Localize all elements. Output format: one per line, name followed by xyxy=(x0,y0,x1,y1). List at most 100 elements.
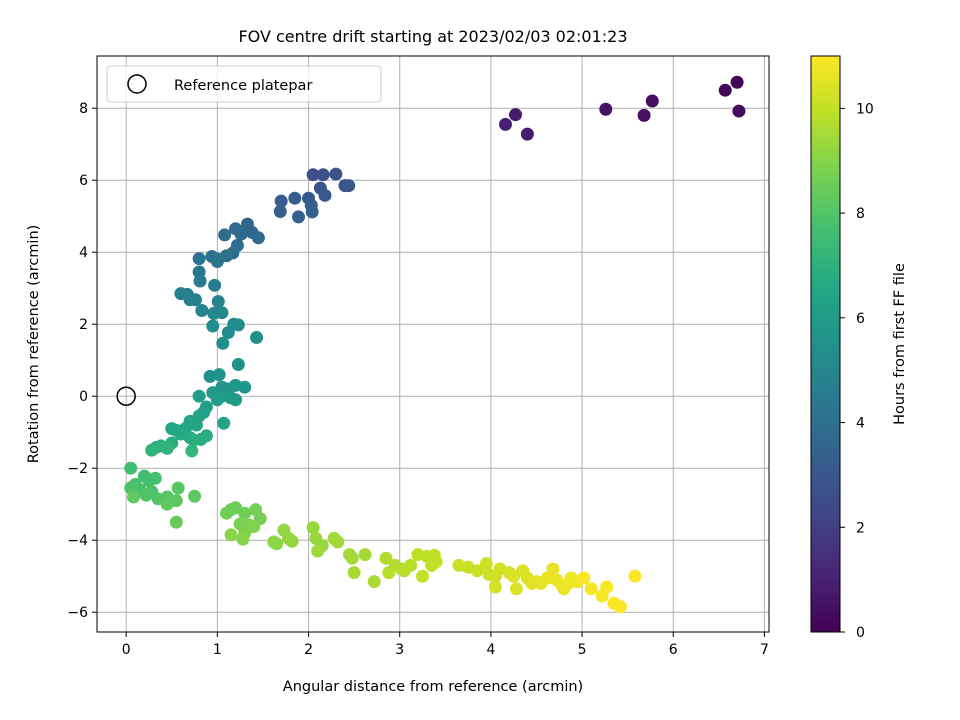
data-point xyxy=(188,489,202,503)
data-point xyxy=(277,523,291,537)
data-point xyxy=(212,368,226,382)
x-axis-label: Angular distance from reference (arcmin) xyxy=(283,679,583,695)
data-point xyxy=(509,108,523,122)
data-point xyxy=(577,571,591,585)
data-point xyxy=(305,205,319,219)
data-point xyxy=(251,231,265,245)
data-point xyxy=(218,228,232,242)
y-tick-label: −6 xyxy=(67,605,88,621)
data-point xyxy=(732,104,746,118)
data-point xyxy=(645,94,659,108)
y-tick-label: −4 xyxy=(67,533,88,549)
data-point xyxy=(142,474,156,488)
data-point xyxy=(145,443,159,457)
colorbar-tick-label: 2 xyxy=(856,520,865,536)
data-point xyxy=(238,380,252,394)
data-point xyxy=(236,532,250,546)
data-point xyxy=(217,416,231,430)
data-point xyxy=(185,444,199,458)
data-point xyxy=(379,551,393,565)
data-point xyxy=(274,194,288,208)
data-points xyxy=(124,75,746,614)
data-point xyxy=(382,566,396,580)
data-point xyxy=(498,117,512,131)
data-point xyxy=(613,600,627,614)
data-point xyxy=(229,393,243,407)
data-point xyxy=(224,528,238,542)
y-axis-ticks: −6 −4 −2 0 2 4 6 8 xyxy=(67,101,97,621)
colorbar-tick-label: 0 xyxy=(856,625,865,641)
x-tick-label: 1 xyxy=(213,642,222,658)
data-point xyxy=(160,441,174,455)
y-tick-label: 2 xyxy=(79,317,88,333)
reference-platepar-marker xyxy=(116,386,136,406)
data-point xyxy=(192,389,206,403)
data-point xyxy=(520,127,534,141)
colorbar-label: Hours from first FF file xyxy=(892,263,908,425)
data-point xyxy=(306,168,320,182)
data-point xyxy=(221,325,235,339)
data-point xyxy=(139,488,153,502)
x-tick-label: 7 xyxy=(760,642,769,658)
data-point xyxy=(193,274,207,288)
data-point xyxy=(488,580,502,594)
x-tick-label: 4 xyxy=(486,642,495,658)
x-tick-label: 3 xyxy=(395,642,404,658)
data-point xyxy=(318,188,332,202)
legend-label: Reference platepar xyxy=(174,78,312,94)
data-point xyxy=(188,293,202,307)
colorbar-tick-label: 4 xyxy=(856,416,865,432)
data-point xyxy=(208,278,222,292)
data-point xyxy=(367,575,381,589)
data-point xyxy=(216,336,230,350)
data-point xyxy=(730,75,744,89)
colorbar-ticks: 0 2 4 6 8 10 xyxy=(840,101,874,641)
data-point xyxy=(169,515,183,529)
data-point xyxy=(404,558,418,572)
x-tick-label: 2 xyxy=(304,642,313,658)
data-point xyxy=(210,393,224,407)
data-point xyxy=(599,102,613,116)
y-tick-label: 0 xyxy=(79,389,88,405)
x-tick-label: 6 xyxy=(669,642,678,658)
colorbar-tick-label: 8 xyxy=(856,206,865,222)
data-point xyxy=(270,537,284,551)
data-point xyxy=(273,205,287,219)
data-point xyxy=(306,521,320,535)
data-point xyxy=(206,319,220,333)
data-point xyxy=(192,252,206,266)
data-point xyxy=(470,564,484,578)
y-tick-label: 4 xyxy=(79,245,88,261)
data-point xyxy=(311,544,325,558)
y-tick-label: 6 xyxy=(79,173,88,189)
y-tick-label: −2 xyxy=(67,461,88,477)
data-point xyxy=(189,418,203,432)
colorbar-tick-label: 10 xyxy=(856,101,874,117)
data-point xyxy=(479,557,493,571)
data-point xyxy=(126,490,140,504)
data-point xyxy=(231,358,245,372)
data-point xyxy=(345,551,359,565)
data-point xyxy=(211,295,225,309)
data-point xyxy=(718,83,732,97)
data-point xyxy=(288,191,302,205)
data-point xyxy=(238,506,252,520)
data-point xyxy=(124,461,138,475)
data-point xyxy=(425,558,439,572)
data-point xyxy=(195,304,209,318)
data-point xyxy=(331,535,345,549)
data-point xyxy=(546,562,560,576)
data-point xyxy=(250,331,264,345)
data-point xyxy=(342,179,356,193)
legend-box xyxy=(106,65,382,103)
data-point xyxy=(231,318,245,332)
data-point xyxy=(628,569,642,583)
data-point xyxy=(229,222,243,236)
y-axis-label: Rotation from reference (arcmin) xyxy=(26,225,42,464)
colorbar-tick-label: 6 xyxy=(856,311,865,327)
legend-marker xyxy=(127,74,147,94)
data-point xyxy=(219,506,233,520)
x-tick-label: 0 xyxy=(122,642,131,658)
data-point xyxy=(247,520,261,534)
